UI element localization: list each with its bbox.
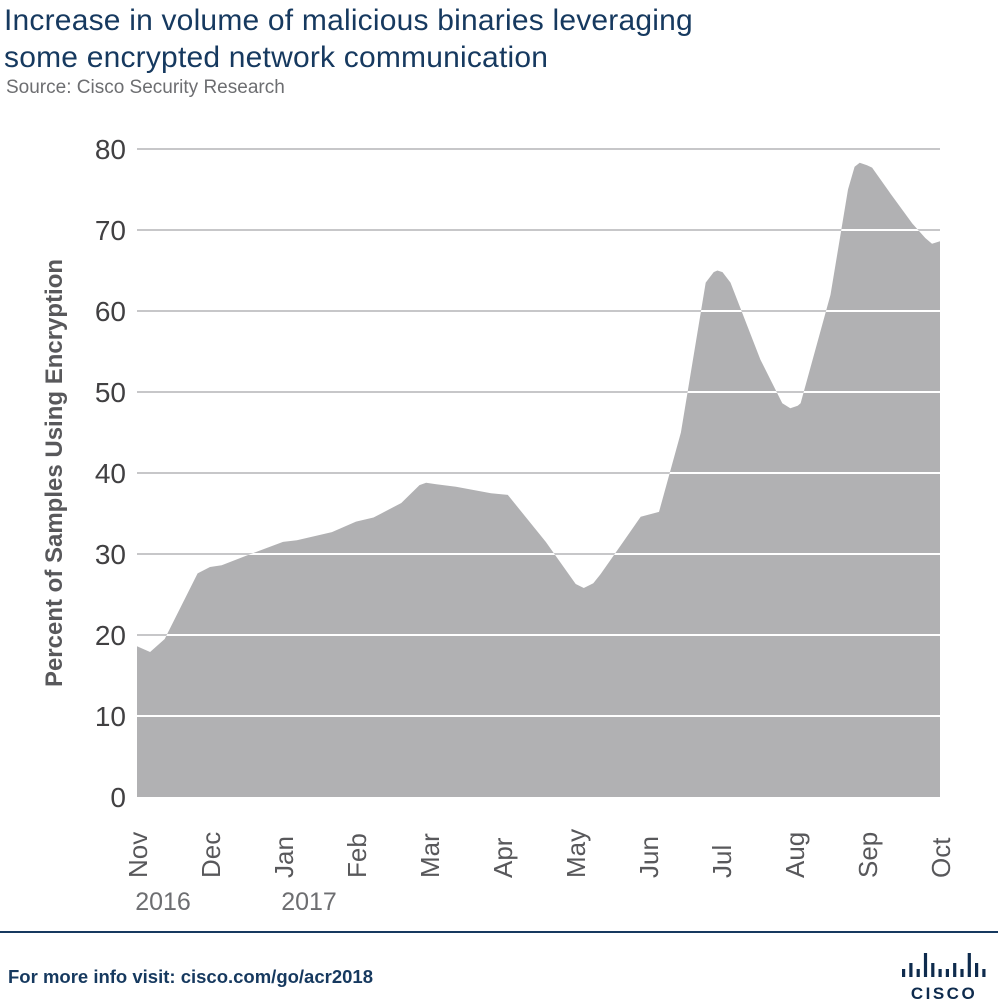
y-tick-label: 30 (95, 539, 126, 570)
footer-link[interactable]: cisco.com/go/acr2018 (180, 966, 373, 987)
y-tick-label: 40 (95, 458, 126, 489)
month-tick-label: Jun (634, 836, 664, 878)
month-tick-label: Feb (342, 833, 372, 878)
year-label: 2016 (135, 888, 191, 916)
cisco-wordmark: CISCO (910, 984, 978, 1003)
month-tick-label: Apr (488, 837, 518, 878)
chart-title: Increase in volume of malicious binaries… (4, 2, 693, 76)
footer-info-prefix: For more info visit: (8, 966, 176, 987)
month-tick-label: Sep (853, 832, 883, 878)
y-tick-label: 80 (95, 134, 126, 165)
cisco-logo: CISCO (900, 951, 988, 1004)
month-tick-label: Dec (196, 832, 226, 878)
month-tick-label: Mar (415, 833, 445, 878)
footer-info: For more info visit: cisco.com/go/acr201… (8, 966, 373, 988)
chart-title-line-2: some encrypted network communication (4, 41, 549, 74)
month-tick-label: May (561, 829, 591, 878)
month-tick-label: Aug (780, 832, 810, 878)
y-axis-title: Percent of Samples Using Encryption (41, 259, 68, 687)
y-tick-label: 0 (110, 782, 126, 813)
y-tick-label: 70 (95, 215, 126, 246)
month-tick-label: Oct (926, 837, 956, 878)
year-label: 2017 (281, 888, 337, 916)
month-tick-label: Nov (123, 832, 153, 878)
y-tick-label: 60 (95, 296, 126, 327)
cisco-logo-bars-icon (902, 953, 986, 977)
y-tick-label: 50 (95, 377, 126, 408)
chart-title-line-1: Increase in volume of malicious binaries… (4, 4, 693, 37)
source-label: Source: Cisco Security Research (6, 77, 285, 98)
y-tick-label: 10 (95, 701, 126, 732)
month-tick-label: Jan (269, 836, 299, 878)
footer-divider (0, 931, 998, 933)
month-tick-label: Jul (707, 845, 737, 878)
y-tick-label: 20 (95, 620, 126, 651)
area-series (137, 162, 940, 798)
